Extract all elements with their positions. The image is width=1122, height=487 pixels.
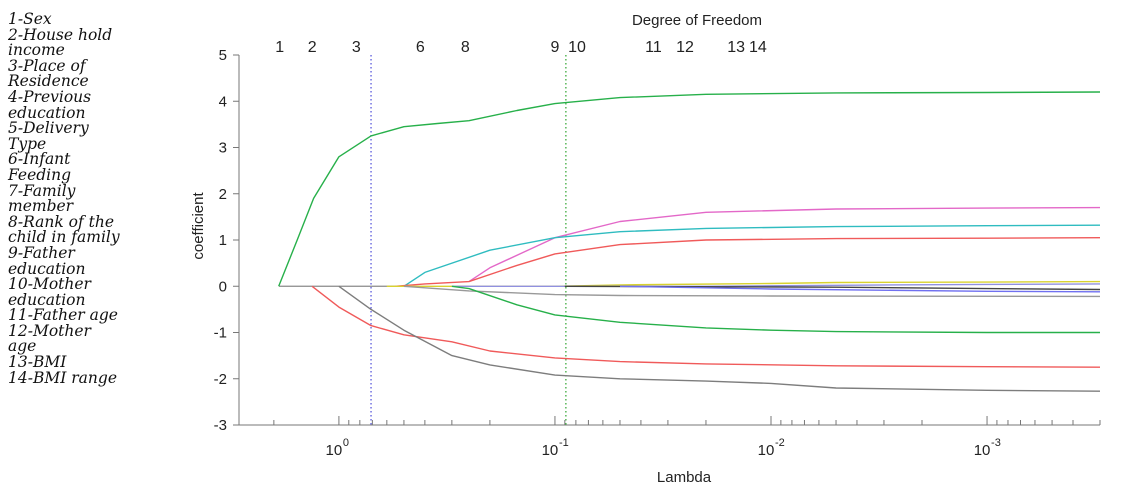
top-tick-label: 2 <box>308 39 317 56</box>
variable-legend: 1-Sex 2-House hold income 3-Place of Residen… <box>8 10 178 387</box>
y-tick-label: 5 <box>219 47 227 64</box>
legend-line: 11-Father age <box>8 306 118 325</box>
y-tick-label: 1 <box>219 232 227 249</box>
legend-line: Type <box>8 134 47 153</box>
legend-line: member <box>8 197 74 216</box>
legend-line: Feeding <box>8 165 72 184</box>
y-tick-label: 2 <box>219 186 227 203</box>
legend-line: child in family <box>8 228 120 247</box>
legend-line: education <box>8 259 86 278</box>
top-tick-label: 9 <box>550 39 559 56</box>
legend-line: 6-Infant <box>8 150 71 169</box>
coefficient-path-line <box>619 285 1101 293</box>
x-tick-exponent: -1 <box>559 437 569 449</box>
coefficient-path-line <box>403 285 1101 298</box>
legend-line: 2-House hold <box>8 25 113 44</box>
y-tick-label: 0 <box>219 278 227 295</box>
legend-line: 10-Mother <box>8 275 91 294</box>
y-tick-label: -3 <box>214 417 227 434</box>
top-tick-label: 8 <box>461 39 470 56</box>
legend-line: education <box>8 290 86 309</box>
coefficient-path-line <box>468 206 1101 283</box>
coefficient-path-line <box>311 285 1101 368</box>
x-tick-label: 10 <box>974 442 991 459</box>
legend-line: 14-BMI range <box>8 368 117 387</box>
top-tick-label: 10 <box>568 39 586 56</box>
x-tick-exponent: -3 <box>991 437 1001 449</box>
reference-lines <box>370 55 567 425</box>
coefficient-path-line <box>278 91 1101 287</box>
x-tick-label: 10 <box>542 442 559 459</box>
coefficient-path-line <box>403 224 1101 287</box>
x-axis-ticks: 10 0 10 -1 10 -2 10 -3 <box>273 416 1101 459</box>
legend-line: 8-Rank of the <box>8 212 115 231</box>
coefficient-paths <box>278 91 1101 392</box>
y-tick-label: -1 <box>214 325 227 342</box>
top-tick-label: 1 <box>275 39 284 56</box>
legend-line: 1-Sex <box>8 10 52 28</box>
y-axis-title: coefficient <box>190 192 207 260</box>
y-tick-label: -2 <box>214 371 227 388</box>
top-tick-label: 14 <box>749 39 767 56</box>
legend-line: 5-Delivery <box>8 119 89 138</box>
legend-line: education <box>8 103 86 122</box>
x-tick-label: 10 <box>326 442 343 459</box>
y-tick-label: 4 <box>219 93 227 110</box>
legend-line: 9-Father <box>8 243 75 262</box>
legend-line: income <box>8 41 65 60</box>
coefficient-path-line <box>394 237 1101 287</box>
x-tick-exponent: -2 <box>775 437 785 449</box>
top-tick-label: 13 <box>727 39 745 56</box>
x-tick-label: 10 <box>758 442 775 459</box>
top-tick-label: 3 <box>352 39 361 56</box>
legend-line: 4-Previous <box>8 87 92 106</box>
top-tick-label: 12 <box>676 39 694 56</box>
legend-line: 3-Place of <box>8 56 86 75</box>
coefficient-path-line <box>451 285 1100 334</box>
y-tick-label: 3 <box>219 140 227 157</box>
y-axis-ticks: 5 4 3 2 1 0 -1 -2 -3 <box>214 47 239 434</box>
top-tick-label: 11 <box>645 39 662 56</box>
coefficient-path-line <box>451 283 1101 287</box>
top-degree-ticks: 1 2 3 6 8 9 10 11 12 13 14 <box>275 39 767 56</box>
top-tick-label: 6 <box>416 39 425 56</box>
legend-line: 13-BMI <box>8 353 67 372</box>
legend-line: age <box>8 337 37 356</box>
legend-line: Residence <box>8 72 89 91</box>
x-axis-title: Lambda <box>657 469 712 486</box>
top-axis-title: Degree of Freedom <box>632 12 762 29</box>
coefficient-path-line <box>564 285 1101 291</box>
legend-line: 7-Family <box>8 181 76 200</box>
coefficient-path-line <box>338 285 1101 392</box>
legend-line: 12-Mother <box>8 321 91 340</box>
x-tick-exponent: 0 <box>343 437 349 449</box>
